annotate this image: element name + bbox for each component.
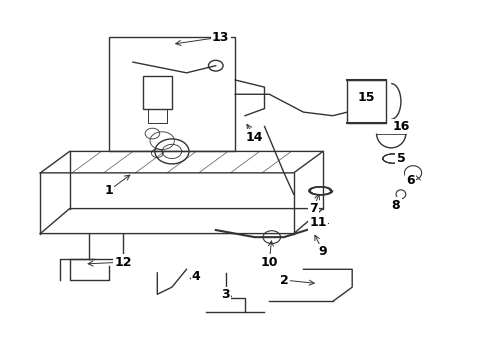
- Text: 2: 2: [280, 274, 288, 287]
- Text: 3: 3: [221, 288, 230, 301]
- Text: 4: 4: [192, 270, 200, 283]
- Bar: [109, 37, 235, 152]
- Text: 7: 7: [309, 202, 318, 215]
- Text: 10: 10: [261, 256, 278, 269]
- Text: 11: 11: [309, 216, 327, 229]
- Text: 14: 14: [246, 131, 264, 144]
- Bar: [143, 76, 172, 109]
- Bar: [347, 80, 386, 123]
- Bar: [147, 109, 167, 123]
- Text: 15: 15: [358, 91, 375, 104]
- Text: 8: 8: [392, 198, 400, 212]
- Text: 13: 13: [212, 31, 229, 44]
- Text: 6: 6: [406, 174, 415, 186]
- Text: 1: 1: [104, 184, 113, 197]
- Text: 5: 5: [396, 152, 405, 165]
- Text: 9: 9: [318, 245, 327, 258]
- Text: 12: 12: [115, 256, 132, 269]
- Text: 16: 16: [392, 120, 410, 133]
